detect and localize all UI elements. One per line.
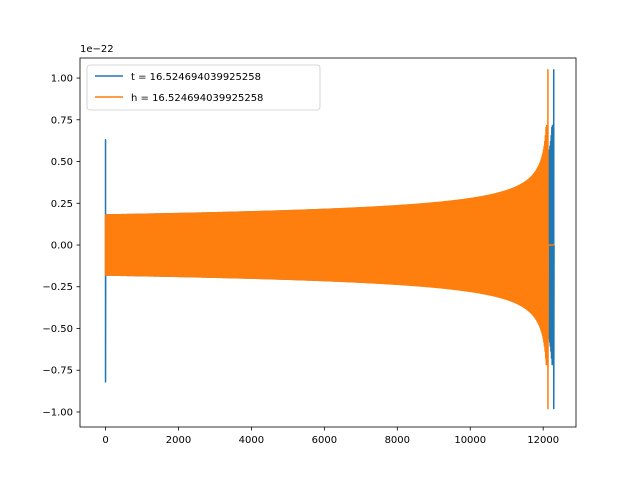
x-tick-label: 10000 [454,435,486,446]
x-tick-label: 6000 [312,435,337,446]
series-line-h [104,68,555,410]
y-offset-text: 1e−22 [80,44,114,55]
legend: t = 16.524694039925258 h = 16.5246940399… [86,64,321,111]
x-tick-label: 0 [102,435,108,446]
x-tick-label: 4000 [239,435,264,446]
y-tick-label: 0.25 [51,199,73,210]
legend-label-h: h = 16.524694039925258 [131,93,263,104]
x-tick-label: 12000 [527,435,559,446]
x-axis: 0 2000 4000 6000 8000 10000 12000 [102,427,559,446]
legend-box [86,64,321,111]
y-tick-label: −0.25 [42,282,73,293]
x-tick-label: 2000 [166,435,191,446]
y-tick-label: 0.00 [51,241,73,252]
y-tick-label: −0.75 [42,366,73,377]
x-tick-label: 8000 [385,435,410,446]
y-tick-label: −1.00 [42,407,73,418]
y-tick-label: 0.50 [51,157,73,168]
y-tick-label: 0.75 [51,115,73,126]
legend-label-t: t = 16.524694039925258 [131,72,261,83]
y-tick-label: −0.50 [42,324,73,335]
y-tick-label: 1.00 [51,74,73,85]
y-axis: −1.00 −0.75 −0.50 −0.25 0.00 0.25 0.50 0.75 1.00 [42,74,80,418]
series-layer [104,68,555,410]
plot-frame [79,57,577,428]
